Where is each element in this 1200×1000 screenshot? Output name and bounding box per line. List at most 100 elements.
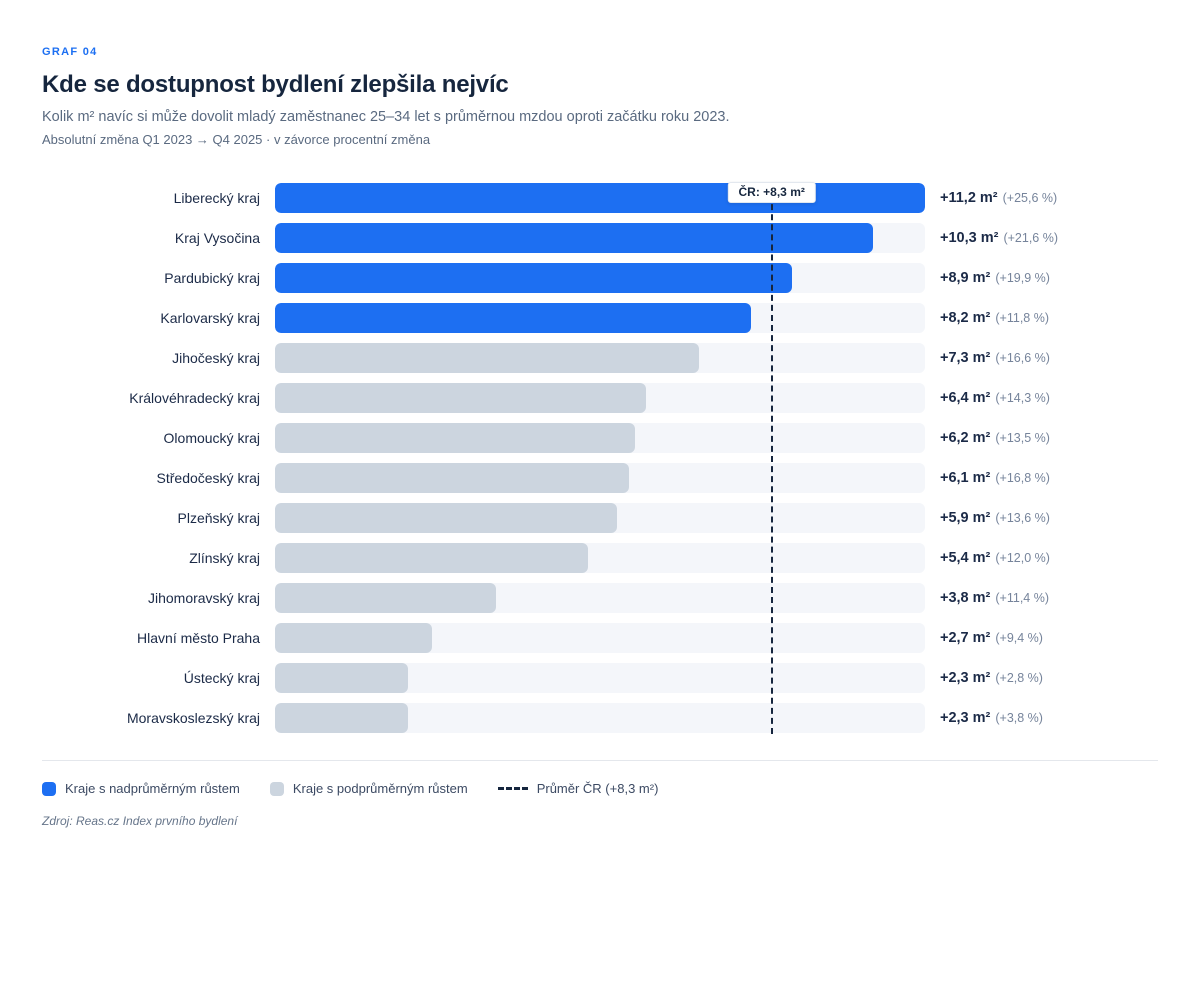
bar <box>275 543 589 573</box>
percent-label: (+25,6 %) <box>1002 191 1058 205</box>
region-label: Středočeský kraj <box>156 470 260 486</box>
bar-track <box>275 583 925 613</box>
bar-row: Plzeňský kraj +5,9 m² (+13,6 %) <box>42 498 1158 538</box>
bar-row: Zlínský kraj +5,4 m² (+12,0 %) <box>42 538 1158 578</box>
value-label: +2,3 m² <box>940 710 991 726</box>
blue-swatch-icon <box>42 781 56 796</box>
value-cell: +10,3 m² (+21,6 %) <box>925 229 1058 247</box>
value-cell: +5,9 m² (+13,6 %) <box>925 509 1050 527</box>
divider <box>42 760 1158 761</box>
bar-row: Jihomoravský kraj +3,8 m² (+11,4 %) <box>42 578 1158 618</box>
value-label: +5,9 m² <box>940 510 991 526</box>
bar-track <box>275 543 925 573</box>
value-cell: +2,3 m² (+2,8 %) <box>925 669 1043 687</box>
bar <box>275 663 409 693</box>
percent-label: (+9,4 %) <box>995 631 1043 645</box>
region-label: Hlavní město Praha <box>137 630 260 646</box>
region-label: Kraj Vysočina <box>174 230 260 246</box>
region-label: Pardubický kraj <box>164 270 260 286</box>
bar-track <box>275 423 925 453</box>
percent-label: (+16,6 %) <box>995 351 1050 365</box>
legend-item-above-average: Kraje s nadprůměrným růstem <box>42 781 240 796</box>
bar <box>275 703 409 733</box>
bar-track <box>275 663 925 693</box>
bar-row: Královéhradecký kraj +6,4 m² (+14,3 %) <box>42 378 1158 418</box>
value-cell: +6,2 m² (+13,5 %) <box>925 429 1050 447</box>
bar <box>275 583 496 613</box>
bar <box>275 623 432 653</box>
region-label: Jihomoravský kraj <box>147 590 260 606</box>
bar-track <box>275 463 925 493</box>
chart-methodology-note: Absolutní změna Q1 2023 → Q4 2025 · v zá… <box>42 132 431 147</box>
bar-chart: Liberecký kraj +11,2 m² (+25,6 %) Kraj Vyso… <box>42 178 1158 738</box>
page-title: Kde se dostupnost bydlení zlepšila nejví… <box>42 71 509 98</box>
value-label: +7,3 m² <box>940 350 991 366</box>
percent-label: (+14,3 %) <box>995 391 1050 405</box>
region-label: Královéhradecký kraj <box>129 390 260 406</box>
percent-label: (+19,9 %) <box>995 271 1050 285</box>
legend-item-average-line: Průměr ČR (+8,3 m²) <box>497 781 659 796</box>
chart-subtitle: Kolik m² navíc si může dovolit mladý zam… <box>42 109 730 125</box>
region-label: Liberecký kraj <box>173 190 260 206</box>
bar <box>275 463 630 493</box>
bar-row: Ústecký kraj +2,3 m² (+2,8 %) <box>42 658 1158 698</box>
value-label: +11,2 m² <box>940 190 998 206</box>
value-cell: +11,2 m² (+25,6 %) <box>925 189 1057 207</box>
legend-label: Kraje s nadprůměrným růstem <box>65 781 240 796</box>
legend: Kraje s nadprůměrným růstem Kraje s podp… <box>42 781 1158 796</box>
value-cell: +6,4 m² (+14,3 %) <box>925 389 1050 407</box>
legend-label: Průměr ČR (+8,3 m²) <box>536 781 659 796</box>
region-label: Olomoucký kraj <box>163 430 260 446</box>
gray-swatch-icon <box>269 781 284 796</box>
region-label: Plzeňský kraj <box>177 510 260 526</box>
value-label: +2,3 m² <box>940 670 991 686</box>
bar <box>275 223 873 253</box>
chart-kicker: GRAF 04 <box>42 46 98 58</box>
percent-label: (+13,6 %) <box>995 511 1050 525</box>
percent-label: (+11,4 %) <box>995 591 1049 605</box>
value-label: +6,2 m² <box>940 430 991 446</box>
region-label: Zlínský kraj <box>189 550 260 566</box>
value-cell: +8,9 m² (+19,9 %) <box>925 269 1050 287</box>
bar-track <box>275 263 925 293</box>
value-label: +6,1 m² <box>940 470 991 486</box>
bar-track <box>275 223 925 253</box>
value-cell: +8,2 m² (+11,8 %) <box>925 309 1049 327</box>
dashed-line-icon <box>497 787 528 790</box>
bar-row: Pardubický kraj +8,9 m² (+19,9 %) <box>42 258 1158 298</box>
value-label: +10,3 m² <box>940 230 999 246</box>
value-label: +6,4 m² <box>940 390 991 406</box>
region-label: Jihočeský kraj <box>172 350 260 366</box>
bar-track <box>275 383 925 413</box>
bar-row: Karlovarský kraj +8,2 m² (+11,8 %) <box>42 298 1158 338</box>
bar <box>275 503 618 533</box>
percent-label: (+11,8 %) <box>995 311 1049 325</box>
region-label: Karlovarský kraj <box>160 310 260 326</box>
bar-row: Olomoucký kraj +6,2 m² (+13,5 %) <box>42 418 1158 458</box>
percent-label: (+16,8 %) <box>995 471 1050 485</box>
value-cell: +7,3 m² (+16,6 %) <box>925 349 1050 367</box>
percent-label: (+13,5 %) <box>995 431 1050 445</box>
bar-rows: Liberecký kraj +11,2 m² (+25,6 %) Kraj Vyso… <box>42 178 1158 738</box>
percent-label: (+2,8 %) <box>995 671 1043 685</box>
bar <box>275 383 647 413</box>
bar-row: Kraj Vysočina +10,3 m² (+21,6 %) <box>42 218 1158 258</box>
source-attribution: Zdroj: Reas.cz Index prvního bydlení <box>42 814 238 828</box>
value-cell: +6,1 m² (+16,8 %) <box>925 469 1050 487</box>
bar-row: Jihočeský kraj +7,3 m² (+16,6 %) <box>42 338 1158 378</box>
bar <box>275 183 925 213</box>
bar-track <box>275 503 925 533</box>
bar <box>275 423 635 453</box>
legend-item-below-average: Kraje s podprůměrným růstem <box>269 781 468 796</box>
bar-track <box>275 623 925 653</box>
value-label: +5,4 m² <box>940 550 991 566</box>
region-label: Ústecký kraj <box>183 670 260 686</box>
legend-label: Kraje s podprůměrným růstem <box>292 781 468 796</box>
bar-track <box>275 343 925 373</box>
value-label: +8,9 m² <box>940 270 991 286</box>
bar-track <box>275 303 925 333</box>
bar-row: Moravskoslezský kraj +2,3 m² (+3,8 %) <box>42 698 1158 738</box>
value-cell: +3,8 m² (+11,4 %) <box>925 589 1049 607</box>
percent-label: (+12,0 %) <box>995 551 1050 565</box>
bar-track <box>275 703 925 733</box>
